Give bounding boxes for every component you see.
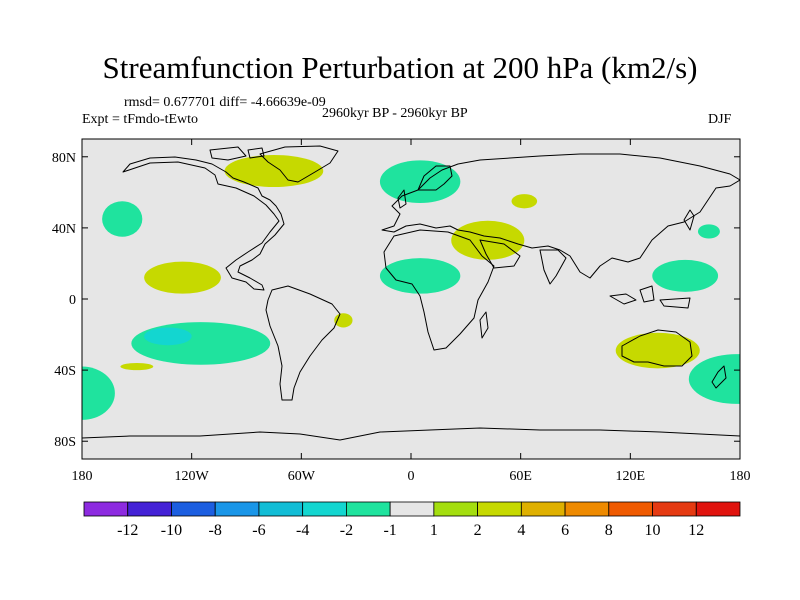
colorbar-swatch xyxy=(389,501,435,517)
anomaly-southern-ocean-west xyxy=(82,366,115,420)
colorbar-label: 6 xyxy=(561,522,569,539)
colorbar-label: -12 xyxy=(117,522,138,539)
colorbar-swatch xyxy=(652,501,697,517)
x-tick-label: 60W xyxy=(288,469,316,484)
period-label: 2960kyr BP - 2960kyr BP xyxy=(322,106,468,121)
colorbar-label: -6 xyxy=(252,522,265,539)
colorbar-swatch xyxy=(564,501,610,517)
colorbar-label: 4 xyxy=(517,522,525,539)
y-tick-label: 80N xyxy=(52,151,76,166)
anomaly-central-pacific xyxy=(144,261,221,294)
x-tick-label: 60E xyxy=(509,469,532,484)
colorbar-label: 12 xyxy=(688,522,704,539)
x-tick-label: 180 xyxy=(730,469,751,484)
colorbar-swatch xyxy=(477,501,522,517)
colorbar-swatch xyxy=(520,501,566,517)
anomaly-scandinavia xyxy=(379,160,461,204)
x-tick-label: 120W xyxy=(175,469,210,484)
anomaly-australia xyxy=(615,332,700,369)
colorbar-label: -10 xyxy=(161,522,182,539)
anomaly-north-pacific xyxy=(102,201,143,237)
y-tick-label: 0 xyxy=(69,293,76,308)
colorbar-swatch xyxy=(83,501,129,517)
x-tick-label: 180 xyxy=(72,469,93,484)
coastlines xyxy=(82,145,740,441)
anomaly-west-pacific xyxy=(652,259,719,292)
x-tick-label: 0 xyxy=(408,469,415,484)
anomaly-south-pacific xyxy=(131,322,271,365)
anomaly-greenland xyxy=(224,155,324,187)
experiment-label: Expt = tFmdo-tEwto xyxy=(82,112,199,127)
colorbar: -12 -10 -8 -6 -4 -2 -1 1 2 4 6 8 10 12 xyxy=(83,501,741,539)
colorbar-label: -2 xyxy=(340,522,353,539)
colorbar-swatch xyxy=(302,501,347,517)
colorbar-label: -4 xyxy=(296,522,309,539)
colorbar-swatch xyxy=(433,501,479,517)
anomaly-south-pacific-streak xyxy=(120,363,154,371)
colorbar-label: 10 xyxy=(645,522,661,539)
anomaly-middle-east xyxy=(451,220,525,260)
y-tick-label: 40N xyxy=(52,222,76,237)
anomaly-north-pacific-east xyxy=(697,224,720,239)
anomaly-south-pacific-core xyxy=(144,327,192,346)
colorbar-label: -8 xyxy=(209,522,222,539)
season-label: DJF xyxy=(708,112,732,127)
colorbar-swatch xyxy=(171,501,216,517)
anomaly-kazakhstan xyxy=(511,194,538,209)
rmsd-diff-label: rmsd= 0.677701 diff= -4.66639e-09 xyxy=(124,95,326,110)
axis-layer: 180 120W 60W 0 60E 120E 180 80N 40N 0 40S 80S xyxy=(52,139,751,484)
colorbar-swatch xyxy=(258,501,304,517)
colorbar-swatch xyxy=(127,501,172,517)
colorbar-label: 1 xyxy=(430,522,438,539)
chart-title: Streamfunction Perturbation at 200 hPa (… xyxy=(102,50,698,85)
anomaly-layer xyxy=(82,155,740,420)
colorbar-swatch xyxy=(695,501,741,517)
anomaly-tropical-atlantic xyxy=(379,258,461,294)
anomaly-southern-ocean-east xyxy=(688,354,740,404)
y-tick-label: 40S xyxy=(54,364,76,379)
colorbar-swatch xyxy=(608,501,653,517)
y-tick-label: 80S xyxy=(54,435,76,450)
colorbar-label: 2 xyxy=(474,522,482,539)
x-tick-label: 120E xyxy=(616,469,646,484)
colorbar-swatch xyxy=(345,501,391,517)
colorbar-label: -1 xyxy=(383,522,396,539)
colorbar-swatch xyxy=(214,501,260,517)
colorbar-label: 8 xyxy=(605,522,613,539)
